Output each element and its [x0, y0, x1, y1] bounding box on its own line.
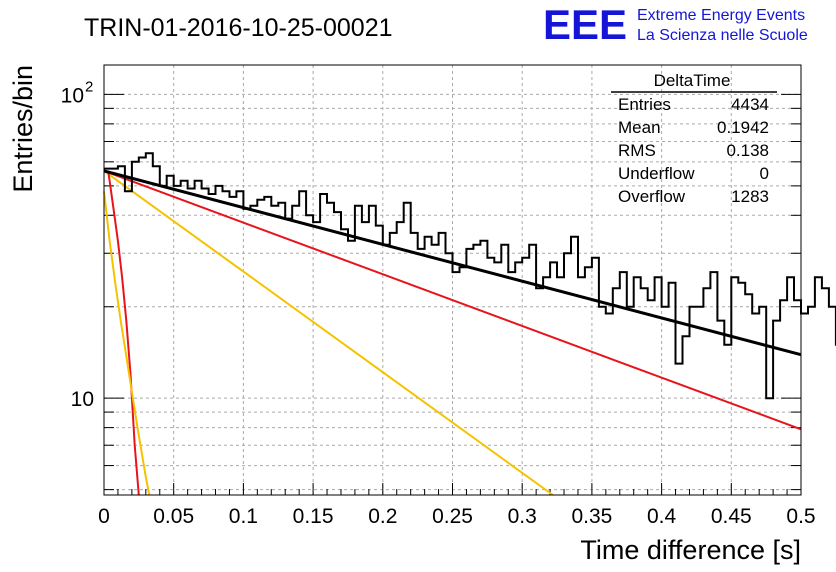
- x-tick-label: 0.35: [571, 505, 612, 528]
- x-tick-label: 0.25: [432, 505, 473, 528]
- stats-value: 0.1942: [717, 118, 769, 137]
- fit-curve-red-3: [107, 170, 140, 496]
- x-tick-label: 0.5: [786, 505, 815, 528]
- x-tick-label: 0.4: [647, 505, 677, 528]
- stats-label: Underflow: [618, 164, 695, 183]
- fit-curve-black-0: [103, 169, 802, 357]
- stats-value: 0.138: [726, 141, 769, 160]
- x-tick-label: 0.45: [711, 505, 752, 528]
- fit-curve-yellow-2: [103, 170, 554, 496]
- x-tick-label: 0: [98, 505, 110, 528]
- y-tick-label-exponent: 2: [85, 78, 93, 95]
- org-name-line1: Extreme Energy Events: [637, 7, 805, 24]
- grid: [104, 65, 801, 495]
- x-tick-label: 0.15: [293, 505, 334, 528]
- plot-area: [103, 64, 836, 496]
- x-tick-label: 0.05: [153, 505, 194, 528]
- run-title: TRIN-01-2016-10-25-00021: [84, 14, 393, 42]
- x-tick-label: 0.2: [368, 505, 397, 528]
- stats-label: Mean: [618, 118, 661, 137]
- stats-box: DeltaTime Entries 4434 Mean 0.1942 RMS 0.138 U…: [611, 71, 777, 206]
- stats-title: DeltaTime: [654, 71, 731, 90]
- y-axis-label: Entries/bin: [8, 65, 38, 193]
- fit-curve-red-1: [103, 169, 802, 431]
- stats-label: Entries: [618, 95, 671, 114]
- axis-ticks: [103, 93, 802, 495]
- histogram: [104, 152, 836, 400]
- x-axis-label: Time difference [s]: [580, 535, 801, 565]
- org-name-line2: La Scienza nelle Scuole: [637, 27, 808, 44]
- x-tick-label: 0.1: [229, 505, 258, 528]
- stats-label: RMS: [618, 141, 656, 160]
- fit-curve-yellow-4: [103, 191, 151, 496]
- stats-value: 0: [760, 164, 769, 183]
- x-tick-labels: 0 0.05 0.1 0.15 0.2 0.25 0.3 0.35 0.4 0.45 0.5: [98, 505, 815, 528]
- x-tick-label: 0.3: [508, 505, 537, 528]
- eee-logo: EEE: [543, 1, 627, 48]
- stats-value: 4434: [731, 95, 769, 114]
- y-tick-label: 10: [61, 84, 84, 107]
- plot-frame: [103, 64, 802, 496]
- stats-value: 1283: [731, 187, 769, 206]
- stats-rows: Entries 4434 Mean 0.1942 RMS 0.138 Underflow 0 O…: [618, 95, 769, 206]
- stats-label: Overflow: [618, 187, 686, 206]
- y-tick-label: 10: [71, 388, 94, 411]
- fit-curves: [103, 169, 802, 496]
